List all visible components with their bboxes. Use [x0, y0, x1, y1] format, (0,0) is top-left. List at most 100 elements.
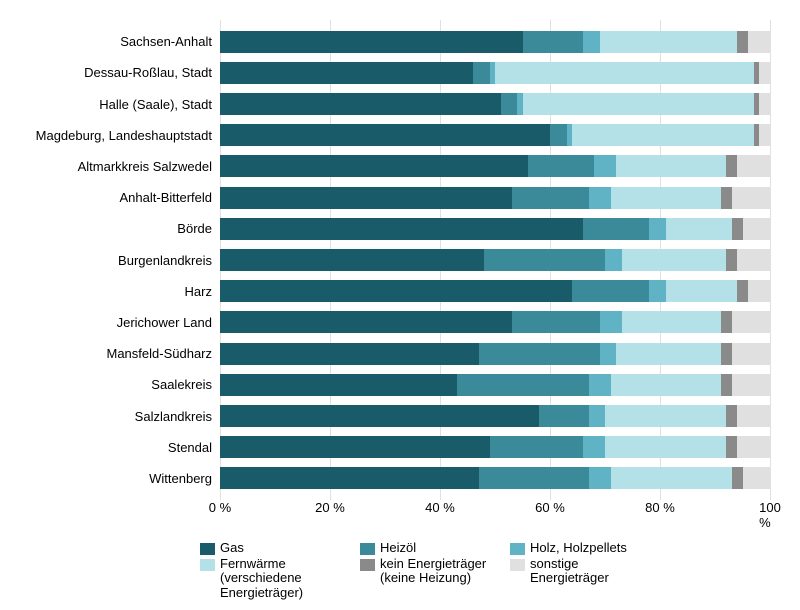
bar-segment-heizoel [501, 93, 518, 115]
x-tick: 40 % [425, 500, 455, 515]
bar-segment-heizoel [583, 218, 649, 240]
legend-label: Holz, Holzpellets [530, 541, 627, 555]
bar-segment-fernwaerme [605, 405, 726, 427]
bar-row [220, 57, 770, 88]
bar-segment-gas [220, 62, 473, 84]
bar-segment-sonstige [737, 155, 770, 177]
x-tick: 60 % [535, 500, 565, 515]
bars-column [220, 20, 770, 500]
energy-chart: Sachsen-Anhalt Dessau-Roßlau, Stadt Halle … [0, 0, 800, 610]
category-label: Wittenberg [30, 471, 220, 486]
legend-label: sonstige Energieträger [530, 557, 660, 586]
grid-line [770, 20, 771, 500]
legend-swatch [510, 543, 525, 555]
bar-segment-heizoel [572, 280, 649, 302]
stacked-bar [220, 374, 770, 396]
bar-segment-heizoel [457, 374, 589, 396]
stacked-bar [220, 155, 770, 177]
bar-row [220, 369, 770, 400]
bar-row [220, 338, 770, 369]
bar-segment-gas [220, 31, 523, 53]
bar-segment-holz [589, 187, 611, 209]
bar-row [220, 213, 770, 244]
bar-segment-kein [721, 374, 732, 396]
bar-segment-heizoel [512, 187, 589, 209]
stacked-bar [220, 343, 770, 365]
legend-label: Fernwärme (verschiedene Energieträger) [220, 557, 348, 600]
legend-swatch [360, 543, 375, 555]
bar-segment-sonstige [732, 343, 771, 365]
category-label: Salzlandkreis [30, 409, 220, 424]
bar-segment-kein [721, 187, 732, 209]
bar-segment-sonstige [759, 124, 770, 146]
bar-segment-gas [220, 187, 512, 209]
stacked-bar [220, 280, 770, 302]
bar-segment-heizoel [490, 436, 584, 458]
bar-segment-fernwaerme [666, 280, 738, 302]
category-label: Stendal [30, 440, 220, 455]
bar-segment-gas [220, 374, 457, 396]
bar-row [220, 463, 770, 494]
chart-plot-area: Sachsen-Anhalt Dessau-Roßlau, Stadt Halle … [30, 20, 770, 500]
legend: GasFernwärme (verschiedene Energieträger… [200, 541, 760, 602]
bar-segment-heizoel [479, 467, 589, 489]
bar-segment-holz [649, 280, 666, 302]
bar-row [220, 276, 770, 307]
bar-segment-holz [649, 218, 666, 240]
legend-item-sonstige: sonstige Energieträger [510, 557, 678, 586]
stacked-bar [220, 93, 770, 115]
x-axis: 0 %20 %40 %60 %80 %100 % [220, 500, 770, 522]
bar-segment-kein [726, 249, 737, 271]
bar-segment-fernwaerme [622, 249, 727, 271]
category-label: Harz [30, 284, 220, 299]
stacked-bar [220, 405, 770, 427]
category-label: Dessau-Roßlau, Stadt [30, 65, 220, 80]
legend-swatch [510, 559, 525, 571]
legend-item-holz: Holz, Holzpellets [510, 541, 678, 555]
bar-segment-kein [726, 405, 737, 427]
category-label: Anhalt-Bitterfeld [30, 190, 220, 205]
category-label: Halle (Saale), Stadt [30, 97, 220, 112]
bar-segment-fernwaerme [616, 343, 721, 365]
bar-segment-heizoel [473, 62, 490, 84]
bar-segment-gas [220, 218, 583, 240]
bar-segment-kein [737, 280, 748, 302]
category-labels-column: Sachsen-Anhalt Dessau-Roßlau, Stadt Halle … [30, 20, 220, 500]
bar-segment-sonstige [732, 187, 771, 209]
category-label: Sachsen-Anhalt [30, 34, 220, 49]
bar-segment-heizoel [484, 249, 605, 271]
bar-segment-fernwaerme [616, 155, 726, 177]
bar-segment-gas [220, 405, 539, 427]
stacked-bar [220, 311, 770, 333]
bar-segment-holz [605, 249, 622, 271]
stacked-bar [220, 467, 770, 489]
bar-segment-kein [732, 467, 743, 489]
bar-segment-gas [220, 280, 572, 302]
stacked-bar [220, 436, 770, 458]
category-label: Börde [30, 221, 220, 236]
bar-segment-heizoel [528, 155, 594, 177]
legend-label: kein Energieträger (keine Heizung) [380, 557, 498, 586]
bar-segment-sonstige [743, 467, 771, 489]
bar-segment-fernwaerme [495, 62, 754, 84]
bar-segment-sonstige [737, 436, 770, 458]
bar-segment-sonstige [748, 280, 770, 302]
bar-segment-gas [220, 124, 550, 146]
bar-segment-gas [220, 155, 528, 177]
bar-segment-heizoel [479, 343, 600, 365]
bar-segment-sonstige [737, 405, 770, 427]
bar-segment-kein [737, 31, 748, 53]
bar-segment-holz [589, 467, 611, 489]
bar-segment-kein [726, 436, 737, 458]
bar-segment-fernwaerme [611, 467, 732, 489]
category-label: Mansfeld-Südharz [30, 346, 220, 361]
legend-item-kein: kein Energieträger (keine Heizung) [360, 557, 498, 586]
category-label: Jerichower Land [30, 315, 220, 330]
bar-segment-sonstige [732, 374, 771, 396]
bar-segment-fernwaerme [600, 31, 738, 53]
bar-segment-fernwaerme [572, 124, 754, 146]
stacked-bar [220, 218, 770, 240]
bar-segment-fernwaerme [605, 436, 726, 458]
x-tick: 20 % [315, 500, 345, 515]
legend-item-heizoel: Heizöl [360, 541, 498, 555]
